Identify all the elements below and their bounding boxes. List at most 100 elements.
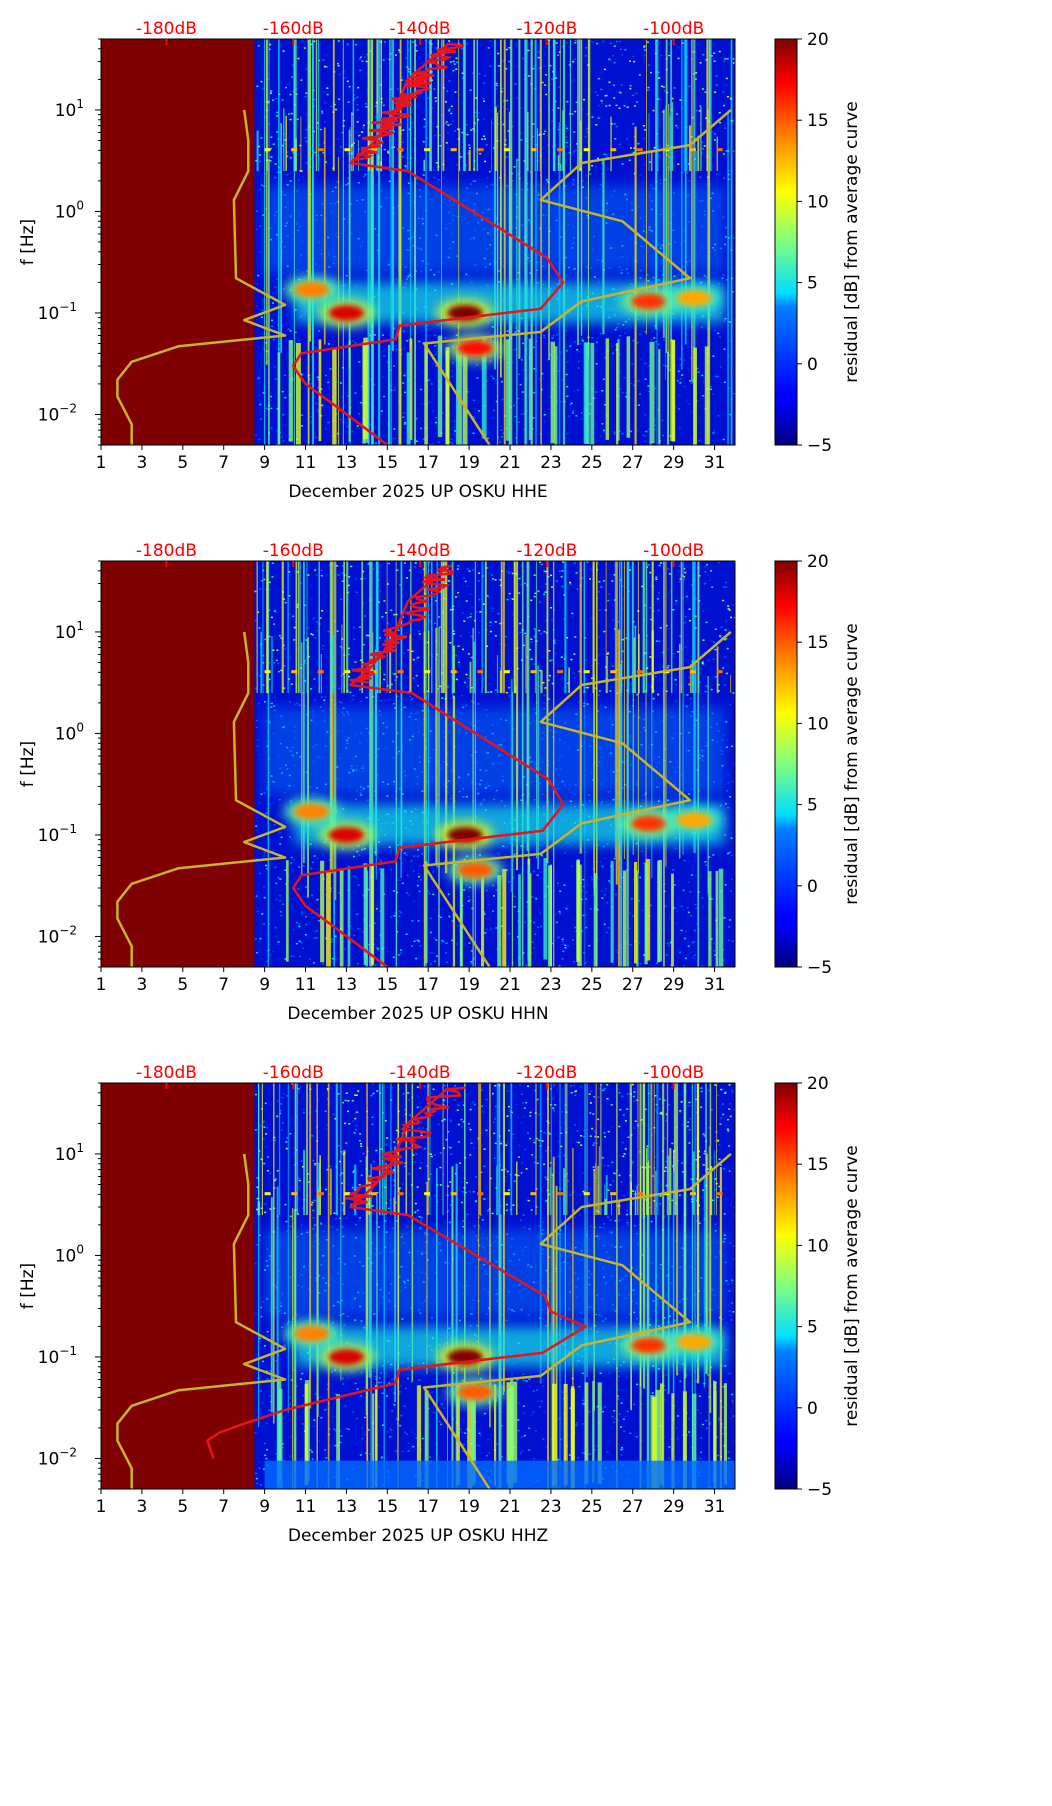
heatmap-cell bbox=[699, 176, 702, 178]
heatmap-cell bbox=[667, 665, 670, 667]
heatmap-cell bbox=[615, 144, 618, 146]
heatmap-cell bbox=[298, 955, 301, 958]
heatmap-cell bbox=[588, 412, 591, 415]
heatmap-cell bbox=[723, 104, 726, 107]
heatmap-cell bbox=[278, 171, 281, 174]
heatmap-cell bbox=[386, 583, 389, 585]
heatmap-cell bbox=[612, 84, 615, 86]
heatmap-cell bbox=[445, 961, 448, 964]
heatmap-cell bbox=[442, 369, 445, 371]
heatmap-cell bbox=[484, 160, 487, 163]
average-curve-jitter bbox=[352, 42, 464, 162]
heatmap-cell bbox=[282, 439, 285, 442]
heatmap-cell bbox=[674, 700, 677, 702]
heatmap-cell bbox=[354, 661, 357, 663]
heatmap-cell bbox=[327, 343, 330, 345]
heatmap-cell bbox=[282, 903, 284, 905]
heatmap-cell bbox=[601, 102, 604, 104]
heatmap-cell bbox=[726, 789, 729, 792]
heatmap-cell bbox=[369, 384, 371, 386]
heatmap-cell bbox=[538, 629, 541, 632]
heatmap-cell bbox=[570, 81, 573, 83]
heatmap-cell bbox=[678, 142, 681, 144]
heatmap-cell bbox=[565, 350, 568, 352]
heatmap-cell bbox=[462, 796, 465, 798]
heatmap-streak bbox=[518, 39, 521, 359]
heatmap-cell bbox=[527, 181, 530, 184]
heatmap-cell bbox=[456, 882, 458, 884]
heatmap-cell bbox=[256, 738, 259, 741]
heatmap-cell bbox=[413, 855, 416, 857]
heatmap-cell bbox=[726, 95, 729, 98]
heatmap-cell bbox=[727, 237, 730, 239]
heatmap-cell bbox=[356, 850, 359, 852]
heatmap-cell bbox=[563, 884, 566, 886]
heatmap-cell bbox=[619, 388, 622, 390]
heatmap-cell bbox=[698, 439, 701, 442]
heatmap-cell bbox=[258, 754, 261, 756]
heatmap-cell bbox=[584, 55, 587, 57]
blob-core bbox=[676, 290, 713, 307]
heatmap-cell bbox=[483, 118, 486, 120]
heatmap-cell bbox=[288, 164, 291, 166]
heatmap-cell bbox=[523, 353, 525, 355]
heatmap-cell bbox=[434, 135, 437, 137]
heatmap-cell bbox=[260, 793, 263, 795]
heatmap-cell bbox=[355, 877, 358, 879]
heatmap-cell bbox=[491, 574, 494, 576]
heatmap-cell bbox=[310, 375, 312, 377]
heatmap-cell bbox=[259, 588, 262, 590]
heatmap-cell bbox=[448, 80, 451, 82]
heatmap-cell bbox=[613, 857, 616, 860]
heatmap-cell bbox=[458, 325, 461, 327]
heatmap-cell bbox=[257, 45, 260, 47]
heatmap-cell bbox=[390, 916, 393, 918]
heatmap-cell bbox=[547, 801, 550, 803]
heatmap-cell bbox=[319, 128, 322, 131]
heatmap-cell bbox=[470, 687, 473, 689]
heatmap-cell bbox=[724, 58, 727, 60]
heatmap-cell bbox=[348, 85, 351, 88]
heatmap-cell bbox=[616, 91, 619, 93]
heatmap-cell bbox=[468, 631, 471, 634]
band-mark bbox=[264, 148, 271, 152]
heatmap-cell bbox=[268, 689, 271, 691]
heatmap-cell bbox=[629, 60, 631, 62]
heatmap-cell bbox=[461, 694, 464, 697]
heatmap-cell bbox=[265, 386, 268, 388]
heatmap-cell bbox=[629, 87, 632, 90]
heatmap-cell bbox=[492, 884, 495, 887]
heatmap-cell bbox=[489, 83, 492, 85]
heatmap-cell bbox=[647, 385, 650, 387]
heatmap-cell bbox=[310, 912, 313, 915]
heatmap-cell bbox=[611, 580, 614, 582]
heatmap-cell bbox=[618, 143, 621, 145]
heatmap-cell bbox=[563, 654, 565, 657]
heatmap-cell bbox=[679, 951, 682, 954]
heatmap-cell bbox=[438, 441, 441, 443]
heatmap-streak bbox=[458, 39, 460, 445]
heatmap-cell bbox=[338, 98, 341, 100]
heatmap-cell bbox=[586, 182, 589, 184]
heatmap-cell bbox=[298, 704, 301, 706]
heatmap-cell bbox=[270, 395, 273, 398]
heatmap-cell bbox=[366, 853, 369, 855]
heatmap-cell bbox=[431, 79, 433, 81]
heatmap-cell bbox=[356, 96, 359, 98]
heatmap-cell bbox=[420, 402, 423, 405]
heatmap-cell bbox=[627, 117, 630, 119]
heatmap-cell bbox=[336, 138, 338, 140]
heatmap-cell bbox=[530, 658, 533, 661]
heatmap-cell bbox=[379, 699, 382, 702]
heatmap-cell bbox=[724, 411, 727, 414]
heatmap-cell bbox=[551, 586, 553, 588]
heatmap-streak bbox=[266, 39, 268, 366]
heatmap-cell bbox=[261, 927, 264, 930]
heatmap-cell bbox=[564, 885, 567, 888]
heatmap-cell bbox=[263, 792, 266, 794]
heatmap-cell bbox=[520, 564, 523, 567]
heatmap-cell bbox=[264, 361, 267, 364]
heatmap-cell bbox=[497, 690, 500, 693]
heatmap-cell bbox=[315, 930, 318, 932]
heatmap-cell bbox=[454, 99, 457, 101]
